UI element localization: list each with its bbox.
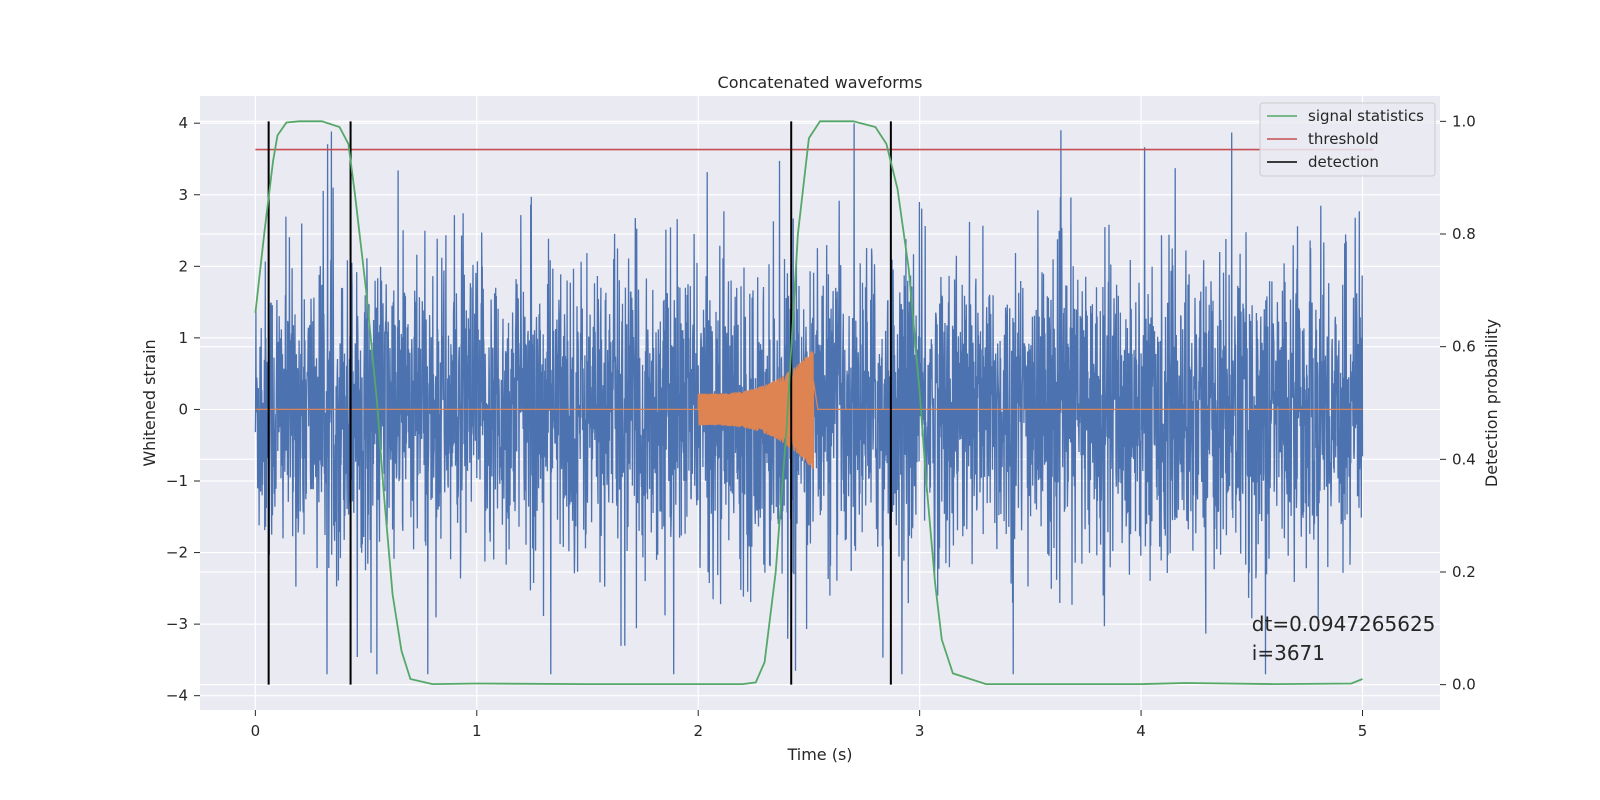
y-tick-label: −1 (166, 472, 188, 490)
chart-title: Concatenated waveforms (718, 73, 923, 92)
legend-label-detection: detection (1308, 153, 1379, 171)
y2-axis-label: Detection probability (1482, 319, 1501, 487)
x-tick-label: 5 (1358, 722, 1368, 740)
series-injected-signal (255, 350, 1363, 469)
annotation-1: i=3671 (1252, 641, 1325, 665)
y-tick-label: −4 (166, 687, 188, 705)
legend-label-threshold: threshold (1308, 130, 1379, 148)
x-tick-label: 4 (1136, 722, 1146, 740)
y-tick-label: 3 (178, 186, 188, 204)
y-tick-label: 2 (178, 257, 188, 275)
annotations: dt=0.0947265625 i=3671 (1252, 612, 1436, 665)
x-tick-label: 0 (251, 722, 261, 740)
y2-tick-label: 0.2 (1452, 563, 1476, 581)
series-signal-statistics (254, 120, 1363, 686)
x-tick-label: 3 (915, 722, 925, 740)
y-tick-label: 1 (178, 329, 188, 347)
x-tick-label: 2 (693, 722, 703, 740)
legend-box (1259, 102, 1436, 177)
legend: signal statistics threshold detection (1259, 102, 1436, 177)
y-axis-label: Whitened strain (140, 339, 159, 466)
x-axis: 0 1 2 3 4 5 (251, 710, 1368, 740)
y-tick-label: −3 (166, 615, 188, 633)
y-axis: −4 −3 −2 −1 0 1 2 3 4 (166, 114, 200, 705)
y2-tick-label: 0.0 (1452, 676, 1476, 694)
y2-tick-label: 1.0 (1452, 112, 1476, 130)
plot-lines (254, 120, 1374, 686)
legend-label-signal-statistics: signal statistics (1308, 107, 1424, 125)
x-axis-label: Time (s) (786, 745, 852, 764)
y2-axis: 0.0 0.2 0.4 0.6 0.8 1.0 (1440, 112, 1476, 694)
y2-tick-label: 0.6 (1452, 338, 1476, 356)
y-tick-label: 0 (178, 400, 188, 418)
x-tick-label: 1 (472, 722, 482, 740)
y-tick-label: 4 (178, 114, 188, 132)
annotation-0: dt=0.0947265625 (1252, 612, 1436, 636)
y-tick-label: −2 (166, 544, 188, 562)
series-whitened-strain (254, 123, 1364, 675)
y2-tick-label: 0.8 (1452, 225, 1476, 243)
y2-tick-label: 0.4 (1452, 450, 1476, 468)
